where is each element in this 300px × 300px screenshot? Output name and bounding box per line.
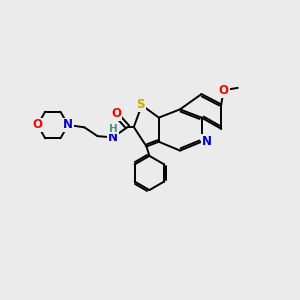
Text: N: N [202,135,212,148]
Text: O: O [111,107,122,120]
Text: H: H [109,124,117,134]
Text: N: N [108,131,118,144]
Text: O: O [32,118,43,131]
Text: S: S [136,98,145,111]
Text: O: O [219,84,229,97]
Text: N: N [63,118,73,131]
